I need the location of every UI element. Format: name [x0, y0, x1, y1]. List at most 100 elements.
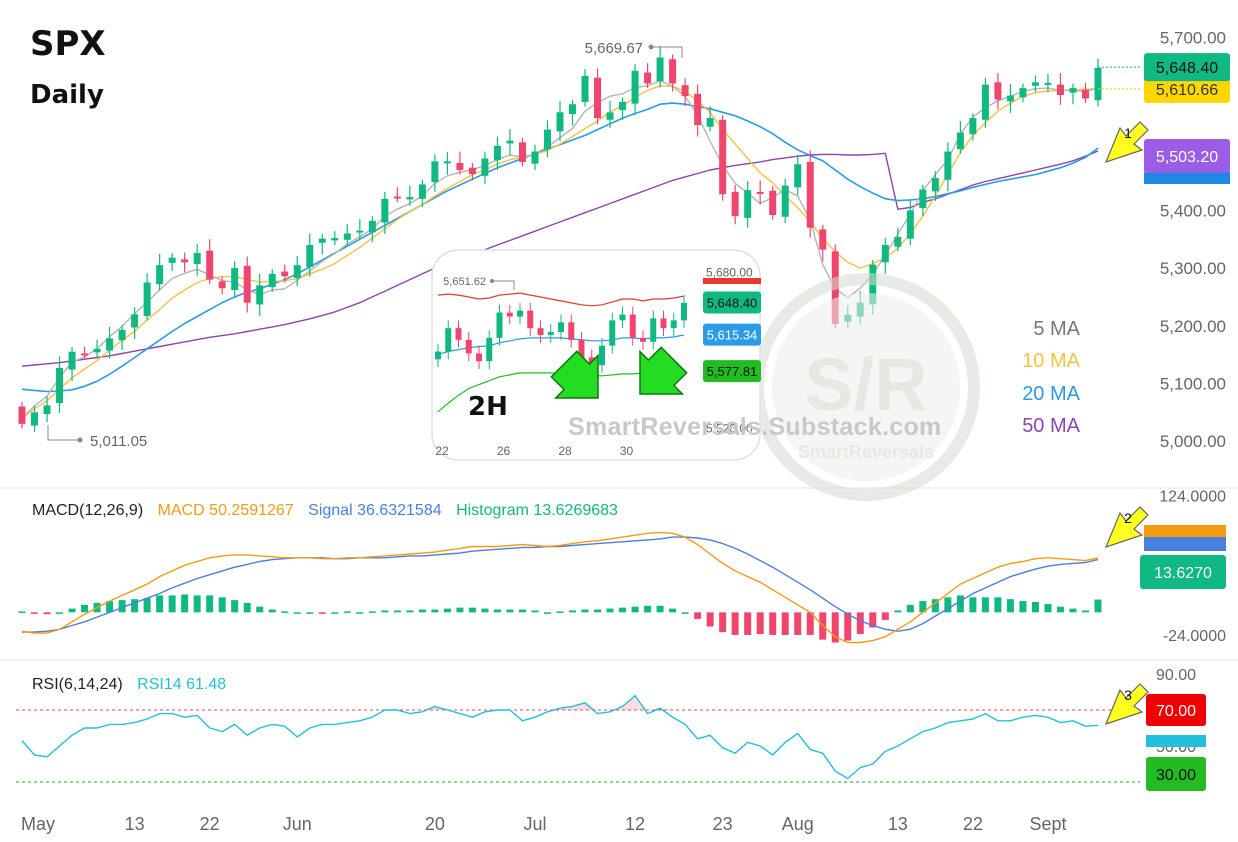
macd-histogram-bar [493, 609, 501, 613]
macd-histogram-bar [168, 595, 176, 613]
macd-histogram-bar [719, 612, 727, 633]
inset-xtick-label: 28 [558, 444, 572, 458]
macd-histogram-bar [68, 608, 76, 613]
macd-histogram-bar [218, 597, 226, 613]
candle-body [731, 191, 739, 217]
inset-candle-body [445, 328, 452, 352]
callout-number: 3 [1124, 687, 1132, 703]
macd-histogram-bar [393, 610, 401, 613]
price-candle [1069, 83, 1077, 105]
inset-candle [629, 306, 636, 346]
inset-arrow-2 [639, 346, 688, 395]
price-candle [356, 219, 364, 240]
macd-histogram-bar [906, 604, 914, 613]
x-tick-label: 13 [125, 814, 145, 834]
inset-candle [681, 295, 687, 329]
price-candle [293, 255, 301, 286]
candle-body [631, 70, 639, 104]
price-candle [156, 253, 164, 291]
inset-candles [435, 295, 687, 373]
inset-candle [537, 320, 544, 343]
chart-title-symbol: SPX [30, 24, 106, 64]
price-candle [794, 155, 802, 196]
macd-histogram-bar [506, 609, 514, 613]
price-candle [944, 142, 952, 192]
price-candle [606, 100, 614, 128]
candle-body [443, 161, 451, 164]
inset-candle [465, 332, 472, 362]
candle-body [118, 329, 126, 341]
macd-histogram-bar [594, 609, 602, 613]
candle-body [331, 238, 339, 241]
price-candle [481, 151, 489, 184]
candle-body [1044, 82, 1052, 85]
macd-histogram-bar [143, 598, 151, 613]
macd-histogram-bar [881, 612, 889, 620]
candle-body [281, 271, 289, 277]
macd-histogram-bar [731, 612, 739, 635]
price-candle [93, 339, 101, 359]
price-candle [919, 185, 927, 217]
ma10-price-tag: 5,610.66 [1156, 82, 1218, 99]
x-axis: May 13 22 Jun 20 Jul 12 23 Aug 13 22 Sept [21, 814, 1066, 834]
inset-upper-stub [703, 278, 761, 284]
macd-histogram-bar [443, 608, 451, 613]
candle-body [931, 178, 939, 192]
x-tick-label: Aug [782, 814, 814, 834]
inset-middle-tag: 5,615.34 [707, 328, 758, 343]
candle-body [181, 259, 189, 263]
price-candle [681, 78, 689, 106]
price-candle [694, 84, 702, 137]
price-candle [393, 187, 401, 203]
macd-histogram-bar [806, 612, 814, 635]
x-tick-label: 23 [713, 814, 733, 834]
inset-candle [455, 320, 462, 348]
macd-histogram-bar [706, 612, 714, 627]
last-price-tag: 5,648.40 [1156, 60, 1218, 77]
candle-body [1056, 84, 1064, 95]
price-candle [406, 185, 414, 206]
macd-legend-name: MACD(12,26,9) [32, 502, 144, 519]
callout-arrow-shape [1104, 121, 1149, 163]
price-candle [619, 97, 627, 120]
macd-histogram-bar [669, 608, 677, 613]
inset-candle [640, 330, 646, 350]
x-tick-label: 22 [963, 814, 983, 834]
macd-histogram-bar [531, 610, 539, 613]
callout-arrow-2: 2 [1104, 506, 1149, 548]
inset-candle-body [568, 322, 575, 340]
macd-histogram-bar [468, 607, 476, 613]
inset-candle-body [476, 353, 482, 362]
macd-histogram-bar [781, 612, 789, 635]
rsi-30-tag: 30.00 [1156, 767, 1196, 784]
price-candle [669, 54, 677, 92]
candle-body [543, 129, 551, 150]
macd-histogram-bar [406, 610, 414, 613]
inset-candle [670, 312, 677, 336]
macd-histogram-bar [844, 612, 852, 641]
macd-histogram-bar [43, 612, 51, 615]
candle-body [106, 338, 114, 351]
inset-panel: 5,680.00 5,520.00 22 26 28 30 5,651.62 5,648.40… [431, 249, 761, 461]
candle-body [681, 85, 689, 97]
inset-high-leader [492, 280, 515, 290]
macd-histogram-bar [681, 612, 689, 614]
price-candle [1094, 58, 1102, 107]
candle-body [468, 167, 476, 175]
candle-body [206, 250, 214, 280]
price-candle [769, 186, 777, 220]
macd-histogram-bar [569, 610, 577, 613]
macd-histogram-tag: 13.6270 [1154, 565, 1212, 582]
price-candle [806, 150, 814, 238]
rsi-legend: RSI(6,14,24) RSI14 61.48 [32, 676, 236, 694]
low-annotation: 5,011.05 [90, 433, 147, 450]
inset-candle-body [455, 328, 462, 340]
inset-candle [435, 343, 441, 368]
price-candle [969, 113, 977, 141]
macd-histogram-bar [131, 599, 139, 613]
candle-body [356, 230, 364, 233]
candle-body [268, 273, 276, 288]
candle-body [93, 348, 101, 353]
candle-body [393, 196, 401, 199]
candle-body [218, 281, 226, 289]
